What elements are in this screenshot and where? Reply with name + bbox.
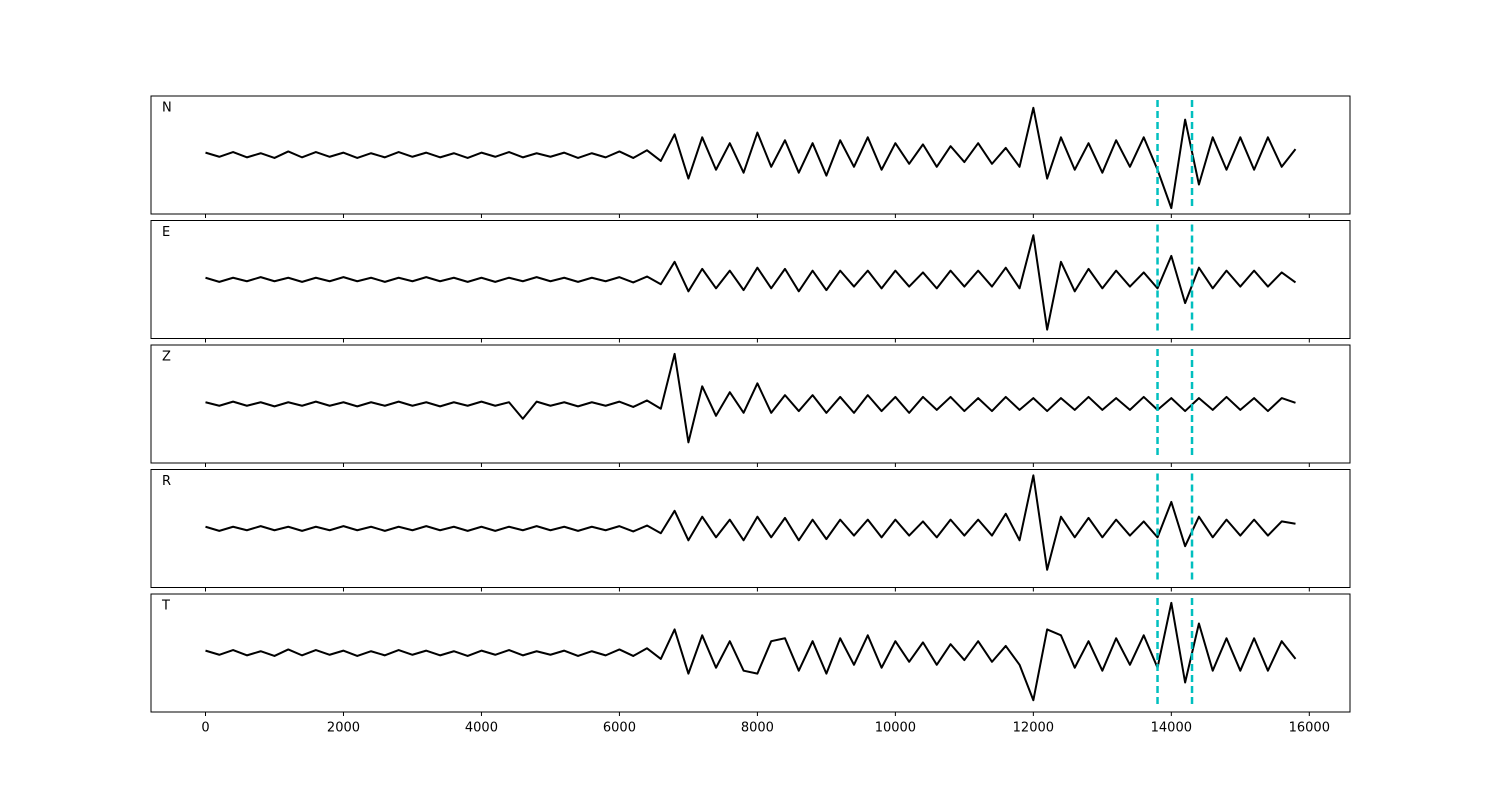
panel-label: E: [162, 225, 170, 240]
x-tick-label: 16000: [1289, 721, 1330, 736]
x-tick-label: 10000: [875, 721, 916, 736]
x-tick-label: 2000: [327, 721, 360, 736]
trace: [205, 601, 1297, 702]
x-tick-label: 0: [201, 721, 209, 736]
trace: [205, 352, 1296, 444]
panel-frame: [150, 344, 1351, 464]
panel-label: T: [161, 599, 170, 614]
trace: [205, 474, 1296, 571]
panel-frame: [150, 95, 1351, 215]
panel-label: R: [162, 474, 171, 489]
x-tick-label: 12000: [1013, 721, 1054, 736]
panel-frame: [150, 593, 1351, 713]
x-tick-label: 8000: [741, 721, 774, 736]
panel-label: N: [162, 101, 172, 116]
trace: [205, 234, 1297, 331]
x-tick-label: 4000: [465, 721, 498, 736]
panel-frame: [150, 469, 1351, 588]
panel-frame: [150, 220, 1351, 339]
panel-label: Z: [162, 350, 171, 365]
trace: [205, 106, 1297, 210]
x-tick-label: 6000: [603, 721, 636, 736]
x-tick-label: 14000: [1151, 721, 1192, 736]
